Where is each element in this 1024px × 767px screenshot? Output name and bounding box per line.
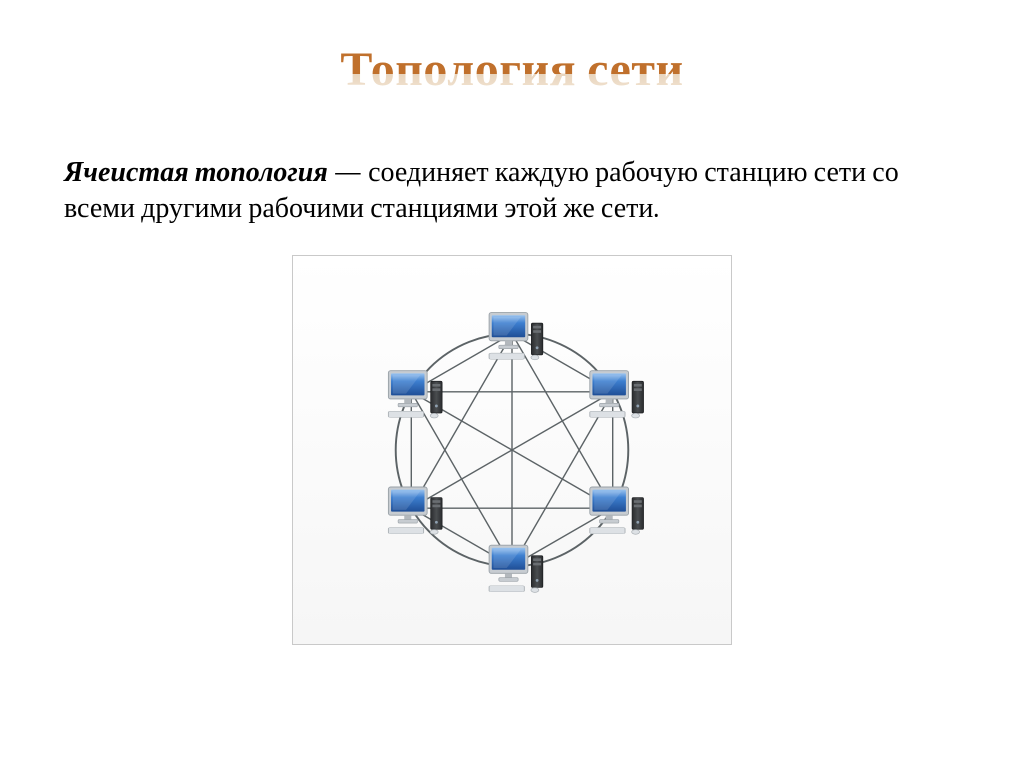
edge [411, 392, 512, 566]
body-paragraph: Ячеистая топология — соединяет каждую ра… [60, 155, 964, 227]
workstation-node [388, 370, 442, 417]
page-title: Топология сети [60, 42, 964, 97]
workstation-node [590, 370, 644, 417]
workstation-node [388, 487, 442, 534]
mesh-diagram-container [292, 255, 732, 645]
workstation-node [489, 312, 543, 359]
lead-term: Ячеистая топология [64, 156, 328, 188]
workstation-node [489, 545, 543, 592]
mesh-diagram [302, 265, 722, 635]
slide: Топология сети Ячеистая топология — соед… [0, 0, 1024, 767]
edges-layer [411, 333, 612, 566]
